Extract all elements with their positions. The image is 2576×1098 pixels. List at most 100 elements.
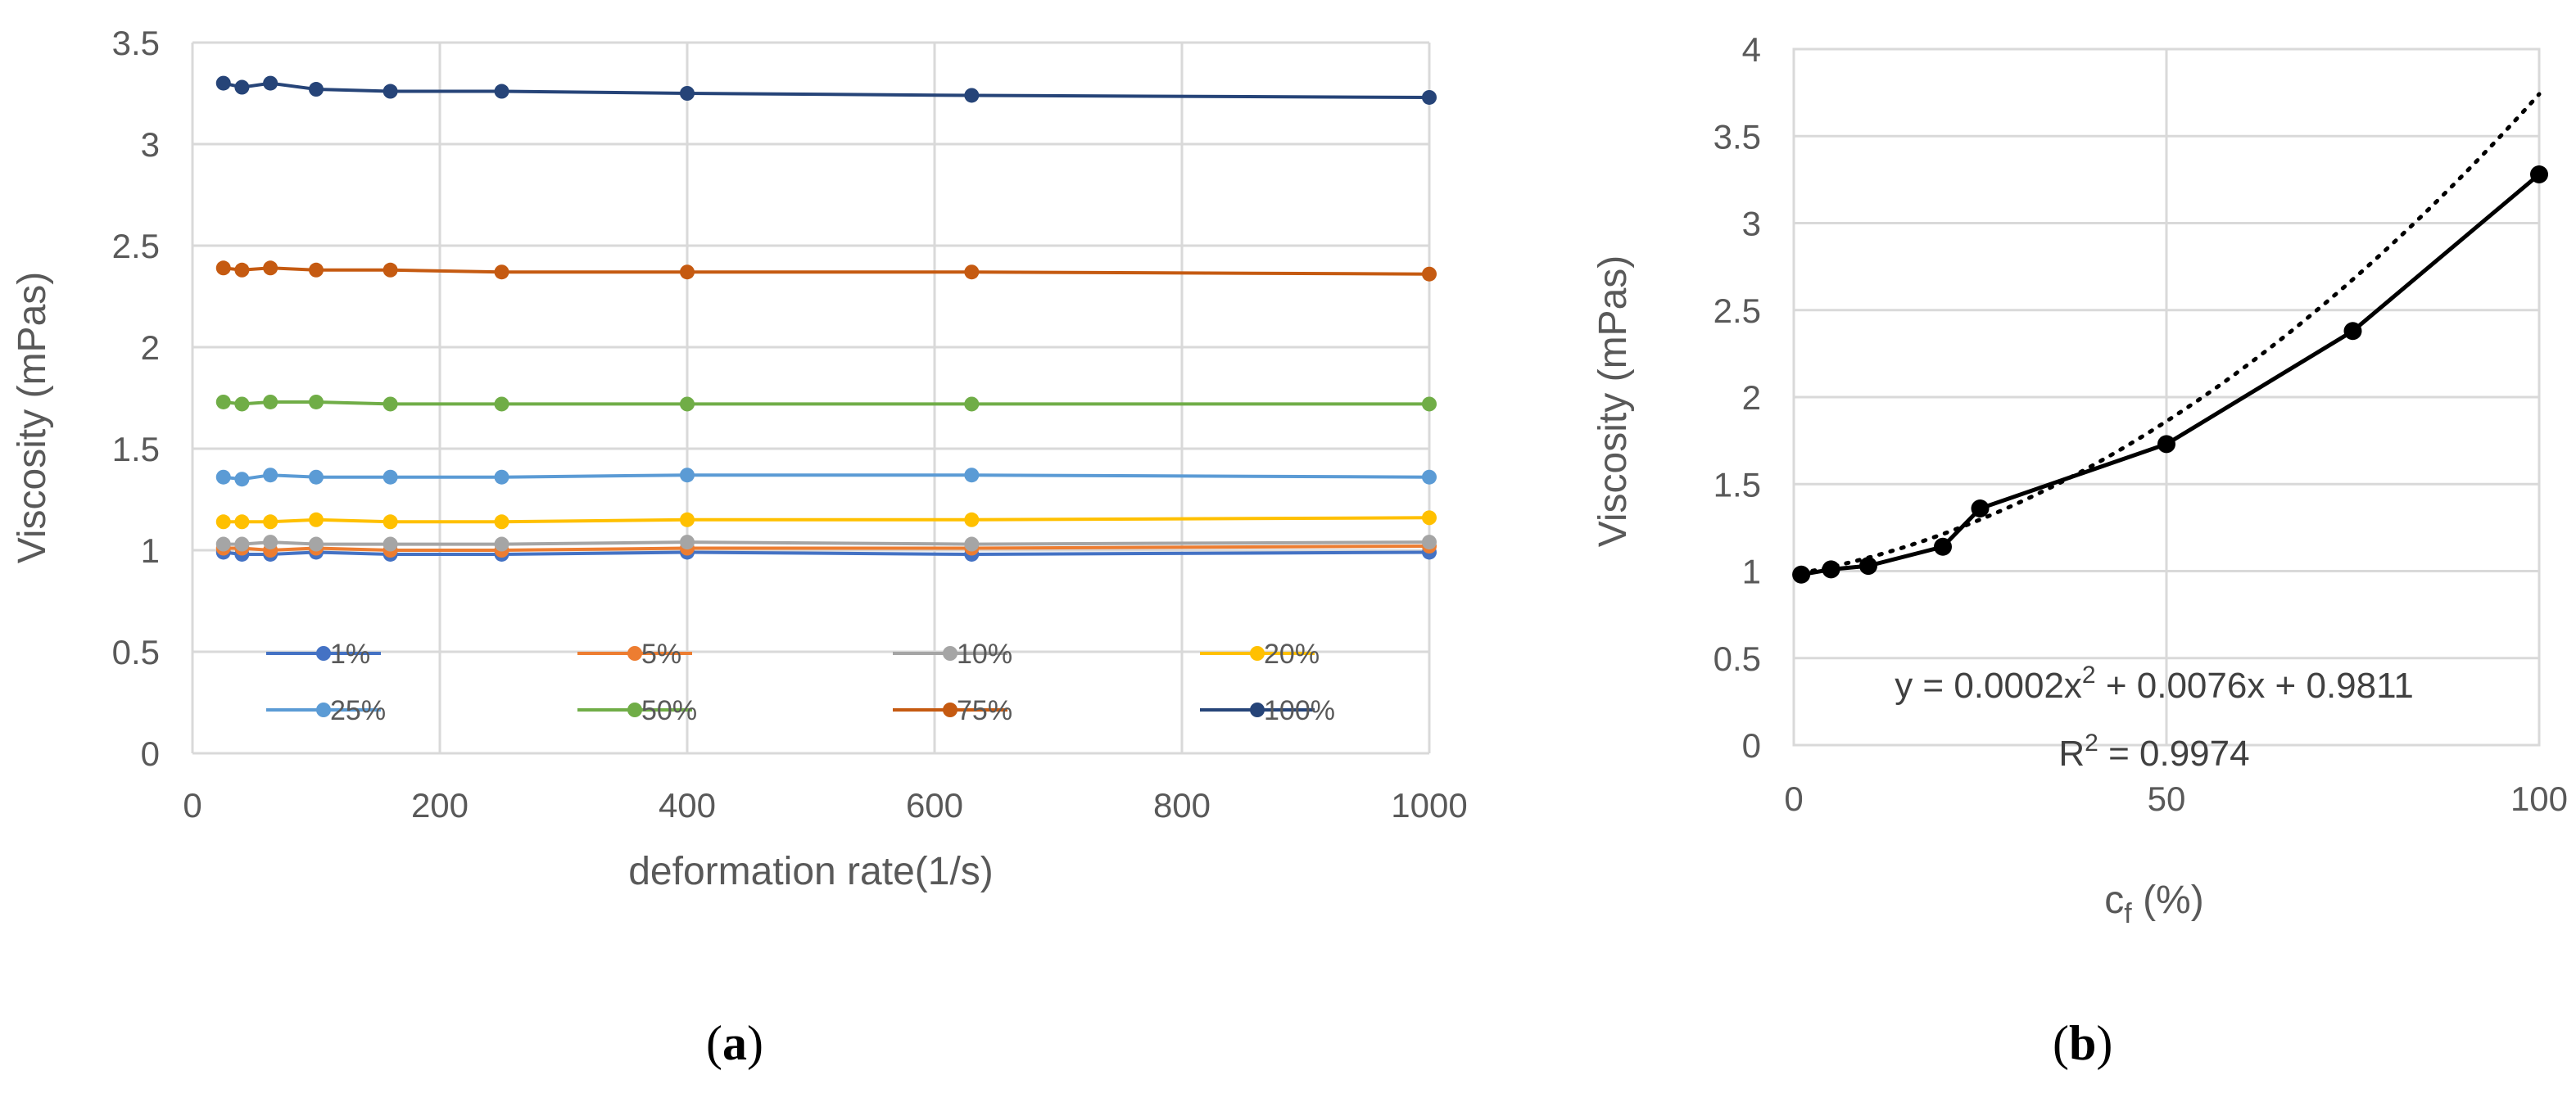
r-squared-label: R [2058, 734, 2085, 774]
chart-a-series [215, 75, 1437, 562]
data-point-25% [215, 469, 231, 485]
legend-label-75%: 75% [957, 695, 1012, 726]
legend-label-20%: 20% [1264, 639, 1320, 670]
polynomial-trendline [1799, 92, 2542, 576]
chart-b-y-tick-label: 2 [1742, 378, 1761, 417]
data-point-100% [234, 79, 250, 95]
legend-marker-100% [1250, 703, 1265, 717]
data-point-50% [383, 396, 398, 412]
chart-b-y-tick-label: 4 [1742, 30, 1761, 69]
data-point-20% [383, 514, 398, 530]
trendline-equation-part2: + 0.0076x + 0.9811 [2096, 666, 2414, 706]
caption-a-close: ) [746, 1016, 763, 1070]
chart-b-y-tick-label: 3.5 [1714, 117, 1761, 156]
data-point-100% [494, 84, 509, 99]
legend-label-5%: 5% [641, 639, 681, 670]
data-point-20% [309, 512, 324, 527]
chart-b-data-point [1859, 557, 1877, 576]
series-line-25% [223, 473, 1430, 481]
chart-b-data-point [1822, 560, 1840, 579]
legend-label-100%: 100% [1264, 695, 1335, 726]
caption-b: (b) [2053, 1015, 2112, 1072]
chart-b-y-axis-label: Viscosity (mPas) [1591, 255, 1635, 548]
data-point-10% [964, 536, 980, 552]
chart-b-x-axis-label-subscript: f [2124, 898, 2132, 929]
chart-b-data-point [2343, 322, 2362, 341]
trendline-r-squared: R2 = 0.9974 [2058, 730, 2249, 774]
data-point-25% [1422, 469, 1437, 485]
data-point-75% [964, 264, 980, 280]
chart-a-y-tick-label: 0.5 [112, 633, 160, 671]
chart-a-y-tick-label: 1 [141, 531, 160, 570]
chart-b: 0 0.5 1 1.5 2 2.5 3 3.5 4 0 50 100 Viscosity (mPas… [1591, 30, 2568, 929]
data-point-10% [1422, 535, 1437, 550]
chart-b-data-point [1792, 565, 1811, 584]
chart-a-y-tick-label: 2 [141, 328, 160, 367]
data-point-75% [234, 262, 250, 278]
caption-b-open: ( [2053, 1016, 2069, 1070]
chart-b-grid [1792, 47, 2541, 747]
chart-b-data-point [1971, 499, 1990, 517]
data-point-75% [494, 264, 509, 280]
trendline-equation-part1: y = 0.0002x [1895, 666, 2082, 706]
chart-b-y-ticks: 0 0.5 1 1.5 2 2.5 3 3.5 4 [1714, 30, 1761, 765]
legend-marker-10% [943, 646, 958, 661]
data-point-50% [680, 396, 695, 412]
chart-b-x-tick-label: 50 [2148, 779, 2186, 818]
data-point-50% [215, 394, 231, 409]
data-point-25% [263, 468, 278, 483]
data-point-25% [494, 469, 509, 485]
data-point-100% [1422, 89, 1437, 105]
data-point-100% [215, 75, 231, 91]
data-point-75% [1422, 266, 1437, 282]
caption-a: (a) [706, 1015, 763, 1072]
chart-b-y-tick-label: 1.5 [1714, 465, 1761, 504]
legend-marker-20% [1250, 646, 1265, 661]
chart-b-y-tick-label: 3 [1742, 205, 1761, 243]
series-line-10% [223, 540, 1430, 546]
trendline-equation: y = 0.0002x2 + 0.0076x + 0.9811 [1895, 662, 2414, 706]
chart-b-data-point [2530, 165, 2548, 183]
caption-b-close: ) [2096, 1016, 2113, 1070]
data-point-20% [680, 512, 695, 527]
chart-a-x-tick-label: 1000 [1391, 786, 1467, 825]
legend-marker-5% [627, 646, 642, 661]
data-point-25% [383, 469, 398, 485]
chart-a-x-tick-label: 800 [1153, 786, 1211, 825]
data-point-25% [680, 468, 695, 483]
data-point-50% [964, 396, 980, 412]
series-line-1% [223, 550, 1430, 557]
data-point-75% [309, 262, 324, 278]
chart-a-grid [191, 41, 1431, 755]
data-point-20% [1422, 510, 1437, 526]
data-point-100% [263, 75, 278, 91]
data-point-50% [234, 396, 250, 412]
chart-b-x-ticks: 0 50 100 [1784, 779, 2568, 818]
series-line-20% [223, 516, 1430, 524]
chart-a-y-tick-label: 2.5 [112, 227, 160, 265]
data-point-10% [680, 535, 695, 550]
chart-b-data-point [2157, 435, 2175, 454]
data-point-50% [1422, 396, 1437, 412]
chart-b-y-tick-label: 1 [1742, 553, 1761, 591]
data-point-20% [494, 514, 509, 530]
data-point-100% [680, 86, 695, 101]
legend-label-1%: 1% [330, 639, 370, 670]
data-point-100% [964, 88, 980, 103]
data-point-10% [383, 536, 398, 552]
legend-label-25%: 25% [330, 695, 386, 726]
chart-a-y-tick-label: 0 [141, 734, 160, 773]
legend-label-50%: 50% [641, 695, 697, 726]
chart-a-y-axis-label: Viscosity (mPas) [11, 272, 54, 564]
caption-b-letter: b [2068, 1016, 2097, 1070]
chart-b-series [1792, 165, 2548, 584]
caption-a-open: ( [706, 1016, 722, 1070]
chart-a-legend: 1% 5% 10% 20% 25% 50% 75% 100% [266, 639, 1335, 726]
chart-b-trendline [1799, 92, 2542, 576]
chart-a-x-ticks: 0 200 400 600 800 1000 [183, 786, 1467, 825]
data-point-10% [494, 536, 509, 552]
chart-a-y-ticks: 0 0.5 1 1.5 2 2.5 3 3.5 [112, 24, 160, 773]
chart-b-y-tick-label: 2.5 [1714, 291, 1761, 330]
chart-b-y-tick-label: 0.5 [1714, 639, 1761, 678]
legend-marker-75% [943, 703, 958, 717]
